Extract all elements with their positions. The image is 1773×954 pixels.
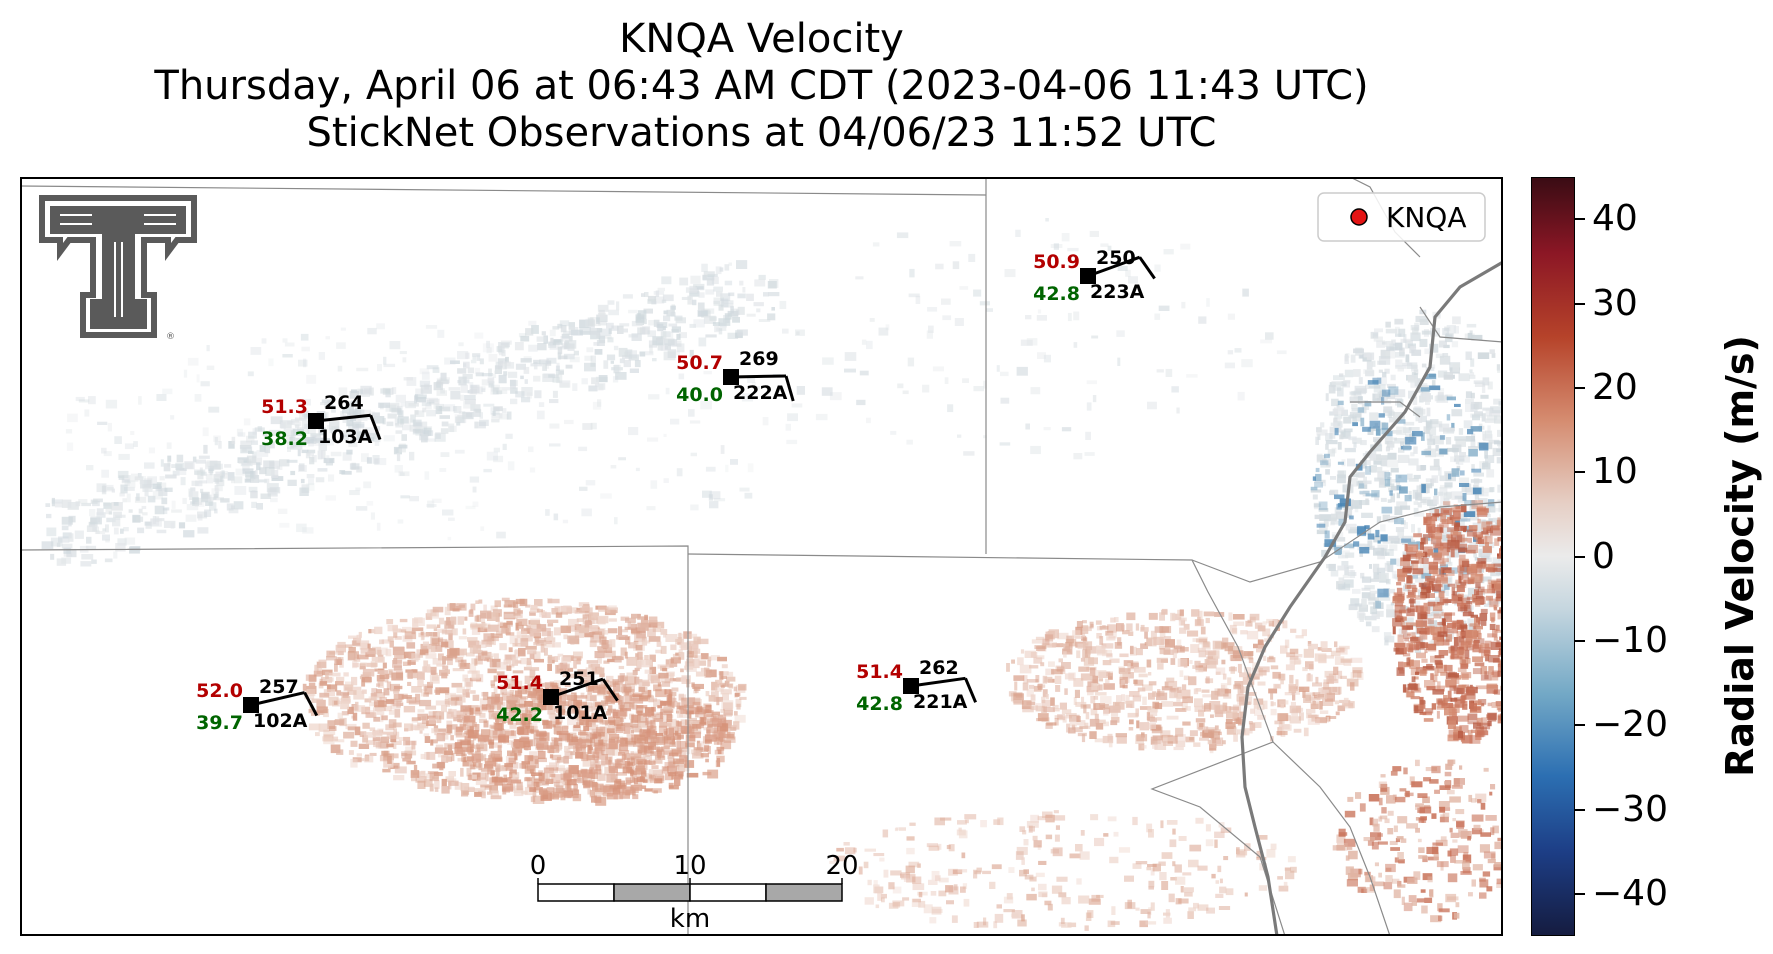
- station-103a[interactable]: 51.3 264 38.2 103A: [261, 392, 382, 450]
- station-marker-icon: [903, 678, 919, 694]
- station-marker-icon: [308, 413, 324, 429]
- scale-label-10: 10: [673, 851, 706, 881]
- interstate-highway: [1240, 260, 1503, 936]
- wind-barb-flag: [964, 677, 977, 703]
- colorbar-tick-label: −10: [1592, 619, 1668, 661]
- station-temperature: 52.0: [196, 680, 243, 702]
- station-temperature: 51.3: [261, 396, 308, 418]
- colorbar-tick: [1575, 555, 1585, 558]
- colorbar-tick-label: 10: [1592, 451, 1638, 493]
- chart-title: KNQA Velocity: [619, 16, 904, 62]
- colorbar-tick-label: 30: [1592, 282, 1638, 324]
- station-wind-direction: 269: [739, 348, 779, 370]
- station-dewpoint: 38.2: [261, 428, 308, 450]
- colorbar-tick: [1575, 218, 1585, 221]
- station-dewpoint: 39.7: [196, 712, 243, 734]
- map-legend: KNQA: [1317, 192, 1486, 242]
- station-temperature: 50.9: [1033, 251, 1080, 273]
- chart-subtitle-obs: StickNet Observations at 04/06/23 11:52 …: [306, 110, 1217, 156]
- colorbar-tick-label: −40: [1592, 872, 1668, 914]
- station-102a[interactable]: 52.0 257 39.7 102A: [196, 676, 319, 734]
- station-id: 101A: [553, 702, 608, 724]
- colorbar-tick-label: −20: [1592, 704, 1668, 746]
- knqa-marker-icon: [1350, 208, 1368, 226]
- colorbar-tick-label: 40: [1592, 198, 1638, 240]
- colorbar-tick-label: −30: [1592, 788, 1668, 830]
- station-dewpoint: 42.2: [496, 704, 543, 726]
- station-marker-icon: [1080, 268, 1096, 284]
- scale-unit: km: [670, 904, 710, 934]
- station-temperature: 51.4: [856, 661, 903, 683]
- station-101a[interactable]: 51.4 251 42.2 101A: [496, 668, 619, 726]
- wind-barb-staff: [730, 374, 787, 379]
- station-temperature: 51.4: [496, 672, 543, 694]
- scale-label-0: 0: [530, 851, 547, 881]
- texas-tech-double-t-logo: ®: [39, 195, 197, 342]
- wind-barb-flag: [784, 375, 795, 402]
- station-wind-direction: 257: [259, 676, 299, 698]
- station-dewpoint: 42.8: [856, 693, 903, 715]
- wind-barb-flag: [1138, 256, 1156, 280]
- wind-barb-staff: [550, 677, 604, 699]
- station-wind-direction: 264: [324, 392, 364, 414]
- station-id: 221A: [913, 691, 968, 713]
- station-223a[interactable]: 50.9 250 42.8 223A: [1033, 247, 1156, 305]
- wind-barb-flag: [369, 414, 382, 441]
- station-wind-direction: 251: [559, 668, 599, 690]
- wind-barb-staff: [1087, 255, 1141, 278]
- scale-label-20: 20: [825, 851, 858, 881]
- station-marker-icon: [543, 689, 559, 705]
- station-temperature: 50.7: [676, 352, 723, 374]
- colorbar-tick: [1575, 808, 1585, 811]
- station-wind-direction: 250: [1096, 247, 1136, 269]
- colorbar-label: Radial Velocity (m/s): [1718, 335, 1762, 777]
- county-boundaries: [20, 177, 1503, 936]
- station-id: 222A: [733, 382, 788, 404]
- station-dewpoint: 40.0: [676, 384, 723, 406]
- station-wind-direction: 262: [919, 657, 959, 679]
- station-dewpoint: 42.8: [1033, 283, 1080, 305]
- colorbar-tick: [1575, 386, 1585, 389]
- colorbar: [1531, 177, 1575, 936]
- radar-velocity-layer: [41, 218, 1503, 931]
- sticknet-stations: 51.3 264 38.2 103A 50.7 269 40.0 222A 50.9 250 42.…: [196, 247, 1156, 734]
- colorbar-tick: [1575, 471, 1585, 474]
- colorbar-tick: [1575, 302, 1585, 305]
- wind-barb-flag: [601, 678, 619, 702]
- wind-barb-flag: [303, 691, 319, 717]
- legend-label: KNQA: [1386, 201, 1467, 234]
- colorbar-tick: [1575, 892, 1585, 895]
- station-id: 103A: [318, 426, 373, 448]
- radar-map[interactable]: ® 51.3 264 38.2 103A 50.7 269 40.0 222A 50.9 250 4…: [20, 177, 1503, 936]
- station-222a[interactable]: 50.7 269 40.0 222A: [676, 348, 795, 406]
- station-id: 223A: [1090, 281, 1145, 303]
- chart-subtitle-time: Thursday, April 06 at 06:43 AM CDT (2023…: [154, 63, 1369, 109]
- colorbar-tick: [1575, 724, 1585, 727]
- colorbar-tick-label: 20: [1592, 366, 1638, 408]
- wind-barb-staff: [910, 676, 966, 688]
- map-frame: [20, 177, 1503, 936]
- scale-bar: 0 10 20 km: [530, 851, 859, 934]
- wind-barb-staff: [315, 413, 371, 423]
- colorbar-tick-label: 0: [1592, 535, 1615, 577]
- station-221a[interactable]: 51.4 262 42.8 221A: [856, 657, 977, 715]
- station-marker-icon: [243, 697, 259, 713]
- colorbar-tick: [1575, 639, 1585, 642]
- station-marker-icon: [723, 369, 739, 385]
- wind-barb-staff: [250, 691, 305, 707]
- station-id: 102A: [253, 710, 308, 732]
